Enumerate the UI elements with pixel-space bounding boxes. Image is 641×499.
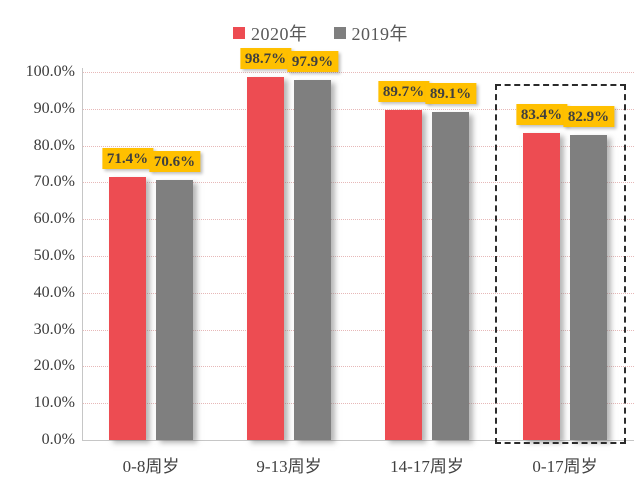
bar-value-label: 98.7% bbox=[239, 47, 292, 69]
y-gridline bbox=[82, 329, 634, 331]
bar-2019年-9-13周岁 bbox=[294, 79, 331, 440]
x-axis-line bbox=[82, 440, 634, 441]
y-gridline bbox=[82, 182, 634, 184]
bar-2020年-0-8周岁 bbox=[109, 177, 146, 440]
bar-2019年-14-17周岁 bbox=[432, 112, 469, 440]
y-gridline bbox=[82, 72, 634, 73]
y-axis-tick-label: 80.0% bbox=[33, 136, 75, 154]
y-axis-tick-label: 30.0% bbox=[33, 320, 75, 338]
y-gridline bbox=[82, 292, 634, 294]
y-axis-tick-label: 90.0% bbox=[33, 99, 75, 117]
bar-2019年-0-8周岁 bbox=[156, 180, 193, 440]
y-gridline bbox=[82, 256, 634, 257]
bar-value-label: 70.6% bbox=[148, 151, 201, 173]
y-axis-tick-label: 50.0% bbox=[33, 247, 75, 264]
y-axis-tick-label: 60.0% bbox=[33, 210, 75, 228]
y-gridline bbox=[82, 219, 634, 221]
bar-2019年-0-17周岁 bbox=[570, 134, 607, 440]
y-axis-tick-label: 70.0% bbox=[33, 173, 75, 191]
y-axis-tick-label: 20.0% bbox=[33, 357, 75, 375]
legend-swatch-icon bbox=[333, 27, 346, 39]
bar-value-label: 89.7% bbox=[377, 80, 430, 102]
bar-value-label: 71.4% bbox=[101, 148, 154, 170]
legend: 2020年 2019年 bbox=[0, 20, 641, 46]
y-axis-tick-label: 40.0% bbox=[33, 283, 75, 301]
legend-item-2020年: 2020年 bbox=[233, 20, 308, 46]
bar-value-label: 83.4% bbox=[515, 104, 568, 126]
y-gridline bbox=[82, 403, 634, 405]
x-axis-category-label: 0-17周岁 bbox=[532, 457, 598, 476]
x-axis-category-label: 0-8周岁 bbox=[122, 457, 180, 476]
bar-2020年-9-13周岁 bbox=[247, 76, 284, 440]
y-axis-tick-label: 100.0% bbox=[25, 63, 75, 80]
y-axis-tick-label: 0.0% bbox=[41, 431, 75, 448]
bar-2020年-14-17周岁 bbox=[385, 109, 422, 440]
y-gridline bbox=[82, 366, 634, 368]
y-gridline bbox=[82, 145, 634, 147]
legend-swatch-icon bbox=[233, 27, 245, 39]
highlight-dashed-box bbox=[495, 84, 626, 444]
bar-value-label: 89.1% bbox=[424, 83, 477, 105]
legend-label: 2020年 bbox=[251, 24, 308, 44]
x-axis-category-label: 9-13周岁 bbox=[256, 457, 322, 476]
legend-label: 2019年 bbox=[351, 24, 408, 44]
bar-2020年-0-17周岁 bbox=[523, 133, 560, 440]
y-axis-tick-label: 10.0% bbox=[33, 394, 75, 412]
y-axis-line bbox=[82, 68, 83, 440]
legend-item-2019年: 2019年 bbox=[333, 20, 409, 46]
x-axis-category-label: 14-17周岁 bbox=[390, 457, 464, 476]
y-gridline bbox=[82, 108, 634, 110]
bar-value-label: 97.9% bbox=[286, 50, 339, 72]
bar-value-label: 82.9% bbox=[562, 105, 615, 127]
